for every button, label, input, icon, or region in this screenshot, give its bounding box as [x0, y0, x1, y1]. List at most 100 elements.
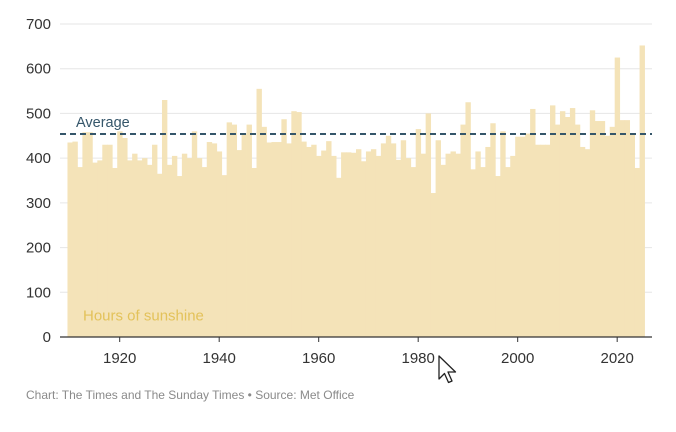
bar	[450, 151, 456, 337]
bar	[186, 158, 193, 337]
bar	[564, 117, 571, 338]
bar	[375, 155, 382, 337]
bar	[405, 158, 412, 337]
bar	[395, 159, 402, 337]
bar	[360, 161, 367, 337]
bar	[589, 110, 596, 337]
bar	[82, 132, 88, 337]
bar	[281, 119, 287, 338]
bar	[261, 126, 267, 337]
bar	[341, 152, 347, 337]
bar	[331, 155, 337, 337]
bar	[271, 142, 277, 337]
chart-source: Chart: The Times and The Sunday Times • …	[26, 388, 355, 402]
bar	[584, 149, 591, 337]
bar	[559, 111, 566, 337]
bar	[569, 108, 576, 337]
x-tick-label: 1920	[103, 350, 136, 367]
bar	[535, 144, 541, 337]
mouse-pointer-icon	[438, 355, 457, 384]
bar	[87, 132, 93, 337]
bar	[614, 57, 621, 338]
bar	[370, 149, 377, 337]
bar	[127, 160, 133, 337]
bar	[579, 146, 586, 337]
bar	[321, 150, 327, 337]
y-tick-label: 600	[26, 61, 51, 78]
bars	[67, 45, 645, 338]
bar	[619, 120, 626, 337]
bar	[256, 88, 262, 337]
y-tick-label: 0	[43, 329, 51, 346]
bar	[77, 167, 83, 337]
bar	[525, 133, 531, 337]
bar	[137, 160, 143, 337]
bar	[485, 146, 491, 337]
bar	[540, 144, 546, 337]
bar	[420, 153, 427, 337]
y-tick-label: 500	[26, 105, 51, 122]
bar	[470, 169, 476, 337]
bar	[495, 176, 501, 337]
bar	[554, 124, 561, 337]
bar	[520, 136, 526, 337]
bar	[251, 167, 257, 337]
x-tick-label: 1960	[302, 350, 335, 367]
bar	[430, 193, 436, 337]
y-tick-label: 200	[26, 240, 51, 257]
bar	[500, 131, 506, 337]
bar	[231, 124, 238, 337]
bar	[624, 120, 631, 337]
bar	[609, 126, 616, 337]
bar	[639, 45, 645, 337]
bar	[311, 144, 317, 337]
bar	[72, 141, 78, 337]
bar	[550, 105, 556, 337]
bar	[365, 151, 372, 337]
bar	[356, 149, 362, 337]
bar	[206, 142, 213, 337]
bar	[385, 135, 392, 337]
bar	[142, 158, 148, 337]
bar	[400, 140, 407, 337]
bar	[574, 124, 581, 337]
bar	[221, 175, 228, 337]
bar	[351, 152, 357, 337]
bar	[157, 173, 163, 337]
bar	[102, 144, 108, 337]
x-tick-label: 1980	[401, 350, 434, 367]
bar	[455, 153, 461, 337]
axes: 0 100 200 300 400 500 600 700 1920 1940 1960 1980 20…	[26, 16, 652, 367]
bar	[276, 142, 282, 337]
bar	[435, 140, 441, 337]
bar	[634, 167, 640, 337]
bar	[246, 124, 252, 337]
y-tick-label: 700	[26, 16, 51, 33]
bar	[107, 144, 113, 337]
bar	[181, 153, 188, 337]
bar	[226, 122, 233, 337]
bar	[336, 177, 342, 337]
bar	[425, 113, 432, 337]
bar	[326, 141, 332, 337]
bar	[176, 176, 183, 337]
bar	[415, 129, 422, 337]
bar	[147, 164, 153, 337]
bar	[604, 135, 611, 337]
y-tick-label: 400	[26, 150, 51, 167]
bar	[236, 150, 242, 337]
bar	[92, 162, 98, 337]
bar	[296, 112, 302, 337]
bar	[306, 146, 312, 337]
bar	[410, 167, 417, 337]
bar	[440, 164, 446, 337]
series-label: Hours of sunshine	[83, 308, 204, 325]
bar	[191, 131, 198, 337]
bar	[390, 143, 397, 337]
bar	[316, 155, 322, 337]
bar	[475, 151, 481, 337]
bar	[460, 124, 466, 337]
bar	[445, 153, 451, 337]
bar	[161, 100, 168, 337]
bar	[515, 136, 521, 337]
